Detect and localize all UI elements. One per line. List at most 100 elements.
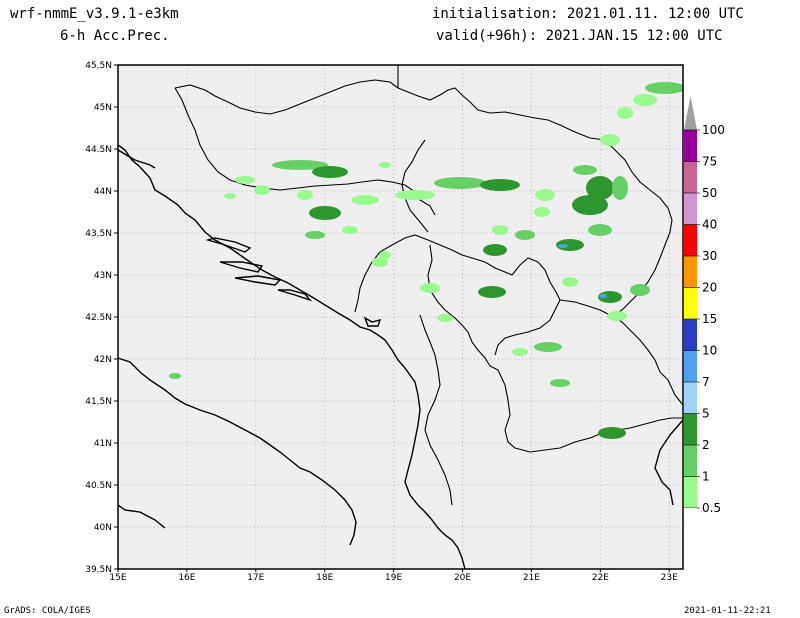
lon-tick-label: 18E bbox=[316, 573, 333, 583]
lat-tick-label: 42N bbox=[94, 355, 112, 365]
precip-patch bbox=[598, 427, 626, 439]
precip-patch bbox=[272, 160, 328, 170]
grid-lines bbox=[118, 65, 683, 569]
precip-patch bbox=[309, 206, 341, 220]
precip-patch bbox=[534, 342, 562, 352]
lat-tick-label: 39.5N bbox=[85, 565, 112, 575]
precip-patch bbox=[573, 165, 597, 175]
footer-left: GrADS: COLA/IGES bbox=[4, 606, 91, 616]
precip-patch bbox=[351, 195, 379, 205]
model-title: wrf-nmmE_v3.9.1-e3km bbox=[10, 6, 179, 22]
precip-patch bbox=[600, 134, 620, 146]
lat-labels: 45.5N 45N 44.5N 44N 43.5N 43N 42.5N 42N 41.5N 41N… bbox=[85, 61, 118, 575]
precip-patch bbox=[535, 189, 555, 201]
precip-patch bbox=[434, 177, 486, 189]
lat-tick-label: 44N bbox=[94, 187, 112, 197]
lat-tick-label: 40N bbox=[94, 523, 112, 533]
precip-patch bbox=[312, 166, 348, 178]
colorbar-top-triangle bbox=[684, 96, 697, 130]
lon-tick-label: 21E bbox=[523, 573, 540, 583]
precip-patch bbox=[607, 311, 627, 321]
colorbar-label: 15 bbox=[702, 312, 717, 326]
precip-patch bbox=[297, 190, 313, 200]
lat-tick-label: 43N bbox=[94, 271, 112, 281]
precip-patch bbox=[588, 224, 612, 236]
precip-patch bbox=[379, 251, 391, 259]
precip-patch bbox=[633, 94, 657, 106]
precip-patch bbox=[598, 291, 622, 303]
colorbar-label: 5 bbox=[702, 407, 710, 421]
colorbar-label: 75 bbox=[702, 155, 717, 169]
precip-patch bbox=[617, 107, 633, 119]
precip-patch bbox=[169, 373, 181, 379]
lon-tick-label: 20E bbox=[454, 573, 471, 583]
precip-patch bbox=[437, 314, 453, 322]
colorbar-segment bbox=[684, 224, 697, 256]
lon-tick-label: 17E bbox=[247, 573, 264, 583]
precip-patch bbox=[235, 176, 255, 184]
precip-patch bbox=[372, 257, 388, 267]
init-time: initialisation: 2021.01.11. 12:00 UTC bbox=[432, 6, 744, 22]
colorbar-segment bbox=[684, 193, 697, 225]
precip-patch bbox=[572, 195, 608, 215]
precip-patch bbox=[512, 348, 528, 356]
colorbar-label: 1 bbox=[702, 470, 710, 484]
precip-patch bbox=[480, 179, 520, 191]
precip-patch bbox=[492, 225, 508, 235]
colorbar-label: 100 bbox=[702, 123, 725, 137]
precip-patch bbox=[379, 162, 391, 168]
precip-patch bbox=[342, 226, 358, 234]
colorbar-segment bbox=[684, 287, 697, 319]
lat-tick-label: 40.5N bbox=[85, 481, 112, 491]
precip-patch bbox=[478, 286, 506, 298]
footer-right: 2021-01-11-22:21 bbox=[684, 606, 771, 616]
lon-tick-label: 19E bbox=[385, 573, 402, 583]
precip-patch bbox=[599, 294, 607, 298]
precip-patch bbox=[612, 176, 628, 200]
colorbar-label: 30 bbox=[702, 249, 717, 263]
precip-patch bbox=[645, 82, 683, 94]
colorbar-label: 2 bbox=[702, 438, 710, 452]
colorbar-label: 10 bbox=[702, 344, 717, 358]
lon-tick-label: 15E bbox=[109, 573, 126, 583]
colorbar-segment bbox=[684, 161, 697, 193]
precip-patch bbox=[254, 185, 270, 195]
colorbar-segment bbox=[684, 319, 697, 351]
colorbar-segment bbox=[684, 476, 697, 508]
coastlines bbox=[118, 144, 683, 569]
precip-patches bbox=[169, 82, 683, 439]
colorbar-segment bbox=[684, 413, 697, 445]
colorbar: 0.5 1 2 5 7 10 15 20 30 40 50 75 100 bbox=[684, 96, 725, 566]
precip-patch bbox=[550, 379, 570, 387]
precip-patch bbox=[305, 231, 325, 239]
lat-tick-label: 45N bbox=[94, 103, 112, 113]
valid-time: valid(+96h): 2021.JAN.15 12:00 UTC bbox=[436, 28, 723, 44]
lon-tick-label: 16E bbox=[178, 573, 195, 583]
precip-patch bbox=[534, 207, 550, 217]
precip-patch bbox=[586, 176, 614, 200]
lat-tick-label: 41.5N bbox=[85, 397, 112, 407]
precip-patch bbox=[395, 190, 435, 200]
precip-patch bbox=[630, 284, 650, 296]
lat-tick-label: 44.5N bbox=[85, 145, 112, 155]
precip-patch bbox=[224, 193, 236, 199]
lat-tick-label: 42.5N bbox=[85, 313, 112, 323]
precip-patch bbox=[483, 244, 507, 256]
lon-labels: 15E 16E 17E 18E 19E 20E 21E 22E 23E bbox=[109, 569, 678, 583]
precip-patch bbox=[562, 277, 578, 287]
lat-tick-label: 41N bbox=[94, 439, 112, 449]
colorbar-segment bbox=[684, 256, 697, 288]
colorbar-segment bbox=[684, 445, 697, 477]
colorbar-bottom-white bbox=[684, 508, 697, 566]
precip-patch bbox=[515, 230, 535, 240]
colorbar-segment bbox=[684, 382, 697, 414]
colorbar-label: 50 bbox=[702, 186, 717, 200]
colorbar-label: 20 bbox=[702, 281, 717, 295]
lat-tick-label: 45.5N bbox=[85, 61, 112, 71]
colorbar-segment bbox=[684, 350, 697, 382]
land-area bbox=[118, 65, 683, 569]
precip-patch bbox=[558, 244, 568, 248]
lon-tick-label: 22E bbox=[592, 573, 609, 583]
lat-tick-label: 43.5N bbox=[85, 229, 112, 239]
